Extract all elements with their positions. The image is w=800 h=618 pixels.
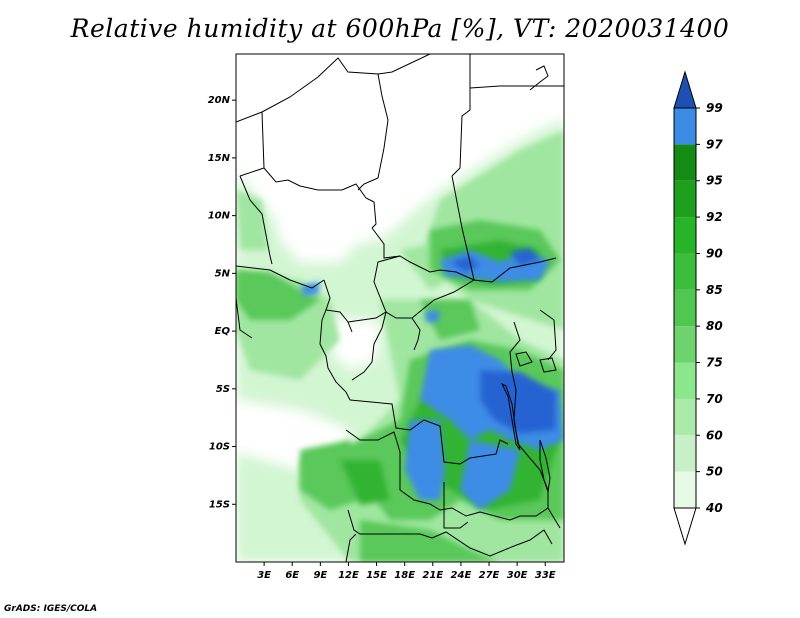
lat-label: 5S — [216, 384, 230, 395]
grads-credit: GrADS: IGES/COLA — [4, 604, 98, 614]
colorbar-max-triangle — [673, 70, 697, 109]
colorbar-swatch — [674, 435, 696, 472]
colorbar-swatch — [674, 398, 696, 436]
lat-label: 15S — [209, 499, 230, 510]
colorbar-swatch — [674, 144, 696, 181]
lat-label: 20N — [208, 95, 231, 106]
colorbar-label: 40 — [705, 501, 723, 515]
lon-label: 30E — [507, 570, 528, 581]
country-borders — [236, 54, 564, 562]
plot-title: Relative humidity at 600hPa [%], VT: 202… — [70, 14, 730, 43]
colorbar-swatch — [674, 471, 696, 508]
lon-label: 15E — [366, 570, 387, 581]
lon-label: 3E — [257, 570, 271, 581]
colorbar-label: 92 — [706, 210, 723, 224]
colorbar-swatch — [674, 108, 696, 145]
lat-label: 10N — [208, 211, 231, 222]
lon-label: 12E — [338, 570, 359, 581]
colorbar-outline — [673, 107, 697, 509]
colorbar-label: 75 — [706, 356, 723, 370]
lon-label: 24E — [451, 570, 472, 581]
lat-label: 15N — [208, 153, 231, 164]
lakes — [500, 351, 557, 493]
lon-label: 33E — [535, 570, 556, 581]
colorbar-label: 99 — [706, 101, 723, 115]
map-frame — [235, 53, 565, 563]
colorbar-label: 80 — [706, 319, 723, 333]
colorbar-swatch — [674, 289, 696, 327]
colorbar-label: 60 — [706, 428, 723, 442]
lat-label: EQ — [215, 326, 231, 337]
colorbar-label: 70 — [706, 392, 723, 406]
colorbar-swatch — [674, 217, 696, 254]
colorbar-label: 50 — [706, 465, 723, 479]
lon-label: 9E — [313, 570, 327, 581]
colorbar-label: 90 — [706, 246, 723, 260]
colorbar-label: 97 — [706, 137, 723, 151]
lon-label: 21E — [422, 570, 443, 581]
colorbar-swatch — [674, 362, 696, 399]
colorbar-min-triangle — [673, 507, 697, 546]
colorbar: 40 50 60 70 75 80 85 90 92 95 97 99 — [673, 70, 723, 546]
colorbar-label: 85 — [706, 283, 723, 297]
humidity-field — [236, 54, 564, 562]
humidity-saturated-shading — [300, 248, 564, 510]
latitude-axis: 20N 15N 10N 5N EQ 5S 10S 15S — [208, 95, 236, 510]
lon-label: 18E — [394, 570, 415, 581]
colorbar-swatch — [674, 253, 696, 290]
colorbar-label: 95 — [706, 174, 723, 188]
lat-label: 10S — [209, 442, 230, 453]
lon-label: 6E — [285, 570, 299, 581]
colorbar-swatch — [674, 180, 696, 218]
lat-label: 5N — [215, 268, 231, 279]
lon-label: 27E — [479, 570, 500, 581]
longitude-axis: 3E 6E 9E 12E 15E 18E 21E 24E 27E 30E 33E — [257, 562, 556, 581]
colorbar-swatch — [674, 326, 696, 363]
